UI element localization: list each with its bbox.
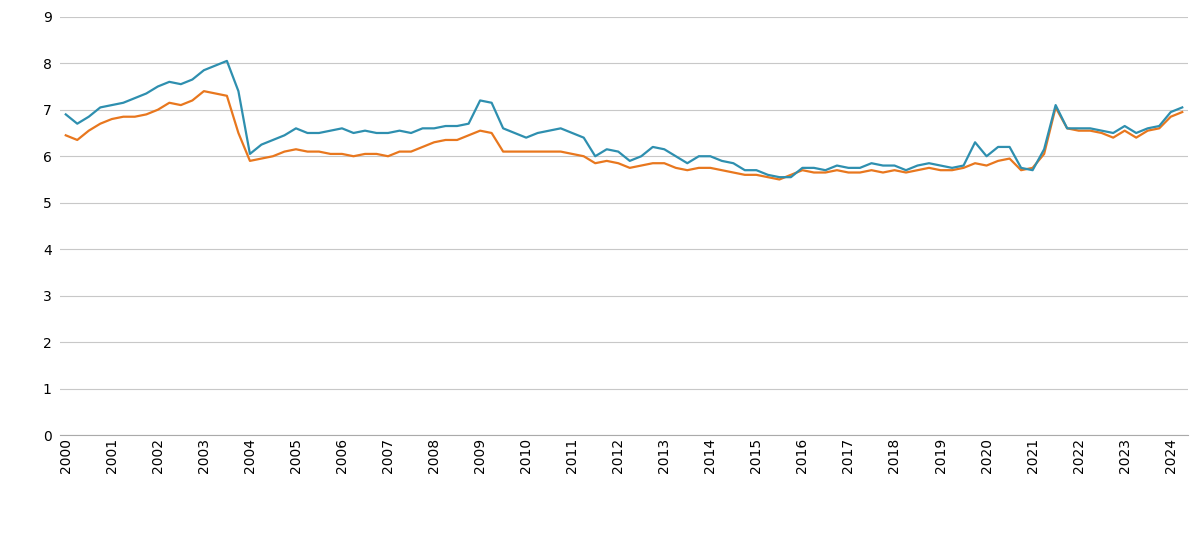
Sesongjustert: [691, 153, 706, 160]
Sesong- og influensajustert: [59, 132, 73, 139]
Sesongjustert: [934, 162, 948, 169]
Sesongjustert: [127, 95, 142, 102]
Sesongjustert: [600, 146, 614, 152]
Sesongjustert: [772, 174, 786, 181]
Sesong- og influensajustert: [1175, 109, 1189, 116]
Line: Sesongjustert: Sesongjustert: [66, 61, 1182, 177]
Sesong- og influensajustert: [151, 107, 166, 113]
Line: Sesong- og influensajustert: Sesong- og influensajustert: [66, 91, 1182, 180]
Sesongjustert: [151, 83, 166, 90]
Sesong- og influensajustert: [197, 88, 211, 94]
Sesongjustert: [220, 57, 234, 64]
Sesong- og influensajustert: [600, 157, 614, 164]
Sesongjustert: [784, 174, 798, 181]
Sesong- og influensajustert: [784, 171, 798, 178]
Sesong- og influensajustert: [934, 167, 948, 174]
Sesong- og influensajustert: [691, 165, 706, 171]
Sesongjustert: [59, 111, 73, 118]
Sesong- og influensajustert: [127, 113, 142, 120]
Sesongjustert: [1175, 104, 1189, 110]
Sesong- og influensajustert: [772, 176, 786, 183]
